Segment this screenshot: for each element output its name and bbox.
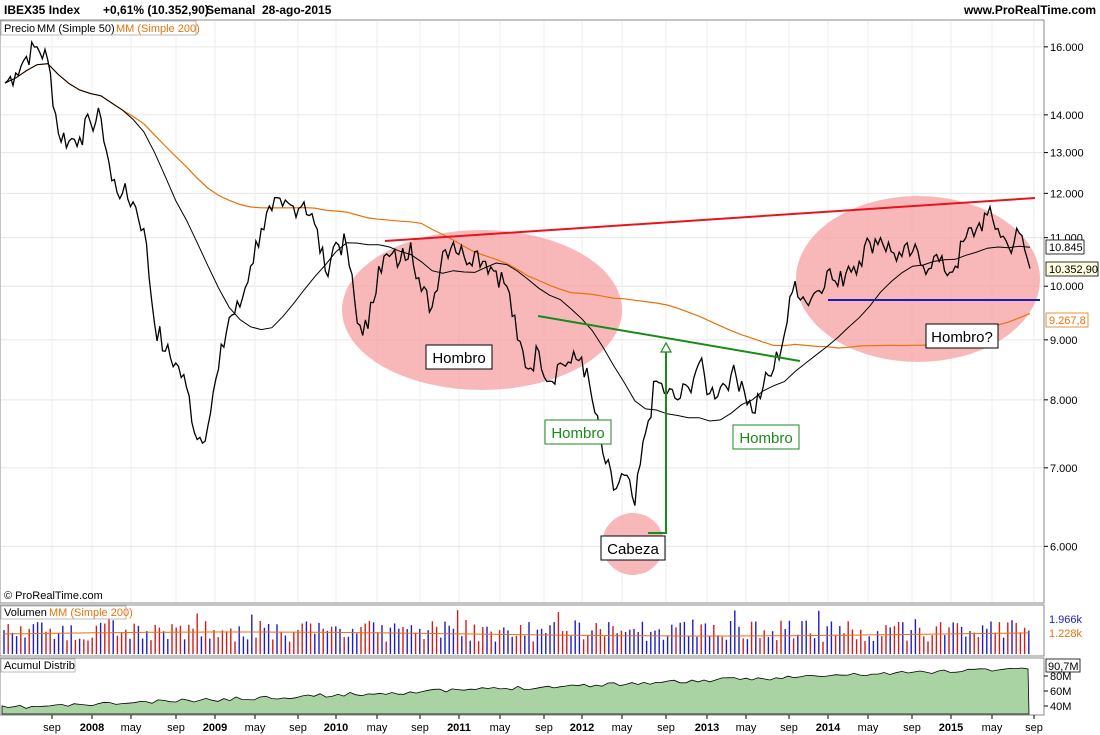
ma50-value: 10.845 [1049, 242, 1083, 254]
accum-tick-label: 60M [1050, 686, 1071, 698]
x-tick-label: sep [167, 722, 185, 734]
ellipse-right-shoulder [796, 196, 1040, 362]
vertical-gridlines [51, 21, 1035, 602]
value-tag-ma50: 10.845 [1045, 239, 1085, 255]
volume-label: Volumen [4, 607, 47, 619]
x-tick-label: sep [535, 722, 553, 734]
x-tick-label: sep [43, 722, 61, 734]
x-tick-label: may [982, 722, 1003, 734]
target-arrow-icon [659, 341, 673, 353]
accum-label: Acumul Distrib [4, 660, 75, 672]
x-tick-label: 2014 [816, 722, 841, 734]
x-tick-label: may [490, 722, 511, 734]
x-tick-label: 2008 [80, 722, 104, 734]
x-tick-label: sep [657, 722, 675, 734]
annotation-right-shoulder: Hombro? [925, 323, 999, 349]
copyright: © ProRealTime.com [4, 590, 103, 602]
legend-price: Precio [4, 23, 35, 35]
volume-current-value: 1.966k [1049, 614, 1083, 626]
last-price-value: 10.352,90 [1049, 264, 1098, 276]
x-tick-label: may [612, 722, 633, 734]
value-tag-price: 10.352,90 [1045, 261, 1099, 277]
ma50-line [4, 63, 1031, 422]
x-tick-label: sep [780, 722, 798, 734]
x-tick-label: sep [903, 722, 921, 734]
annotation-text: Hombro [432, 350, 485, 367]
x-tick-label: 2010 [324, 722, 348, 734]
header-ticker: IBEX35 Index [4, 3, 80, 17]
annotation-head: Cabeza [600, 535, 666, 561]
volume-panel [0, 604, 1045, 657]
y-tick-label: 14.000 [1050, 110, 1084, 122]
header-change: +0,61% (10.352,90) [103, 3, 209, 17]
x-tick-label: may [367, 722, 388, 734]
x-tick-label: sep [411, 722, 429, 734]
accum-tick-label: 40M [1050, 701, 1071, 713]
annotation-mid-shoulder-left: Hombro [544, 419, 612, 445]
ellipse-left-shoulder [342, 230, 622, 390]
y-tick-label: 13.000 [1050, 148, 1084, 160]
price-series [4, 40, 1031, 506]
resistance-line [384, 197, 1036, 242]
legend-ma50: MM (Simple 50) [37, 23, 115, 35]
annotation-mid-shoulder-right: Hombro [732, 424, 800, 450]
x-tick-label: 2009 [203, 722, 227, 734]
accum-axis: 80M 60M 40M [1044, 671, 1071, 713]
x-tick-label: sep [289, 722, 307, 734]
annotation-left-shoulder: Hombro [425, 344, 493, 370]
x-tick-label: 2015 [939, 722, 963, 734]
annotation-text: Hombro [739, 430, 792, 447]
x-axis: sep 2008 may sep 2009 may sep 2010 may sep 2011 may… [43, 715, 1043, 734]
y-tick-label: 6.000 [1050, 541, 1078, 553]
volume-ma-value: 1.228k [1049, 628, 1083, 640]
y-tick-label: 12.000 [1050, 188, 1084, 200]
accum-current-value: 90,7M [1048, 661, 1079, 673]
x-tick-label: may [121, 722, 142, 734]
ma200-value: 9.267,8 [1049, 315, 1086, 327]
neckline [537, 315, 801, 362]
header-period: Semanal [206, 3, 255, 17]
target-projection-line [648, 350, 667, 534]
y-tick-label: 10.000 [1050, 281, 1084, 293]
annotation-text: Hombro? [931, 329, 993, 346]
y-tick-label: 16.000 [1050, 42, 1084, 54]
header-date: 28-ago-2015 [262, 3, 332, 17]
x-tick-label: may [245, 722, 266, 734]
volume-ma-label: MM (Simple 200) [49, 607, 133, 619]
price-legend: Precio MM (Simple 50) MM (Simple 200) [0, 20, 200, 36]
annotation-text: Cabeza [607, 541, 659, 558]
accum-distrib-area [1, 667, 1030, 715]
annotation-text: Hombro [551, 425, 604, 442]
y-tick-label: 9.000 [1050, 335, 1078, 347]
x-tick-label: 2012 [570, 722, 594, 734]
ma200-line [4, 63, 1031, 349]
x-tick-label: 2011 [447, 722, 471, 734]
y-tick-label: 8.000 [1050, 395, 1078, 407]
accum-tick-label: 80M [1050, 671, 1071, 683]
x-tick-label: may [858, 722, 879, 734]
value-tag-ma200: 9.267,8 [1045, 312, 1089, 328]
legend-ma200: MM (Simple 200) [116, 23, 200, 35]
x-tick-label: 2013 [695, 722, 719, 734]
header-website: www.ProRealTime.com [963, 3, 1096, 17]
x-tick-label: sep [1025, 722, 1043, 734]
y-tick-label: 7.000 [1050, 463, 1078, 475]
volume-ma-line [4, 631, 1029, 637]
x-tick-label: may [736, 722, 757, 734]
y-axis: 16.00014.00013.00012.00011.00010.0009.00… [1044, 42, 1084, 553]
